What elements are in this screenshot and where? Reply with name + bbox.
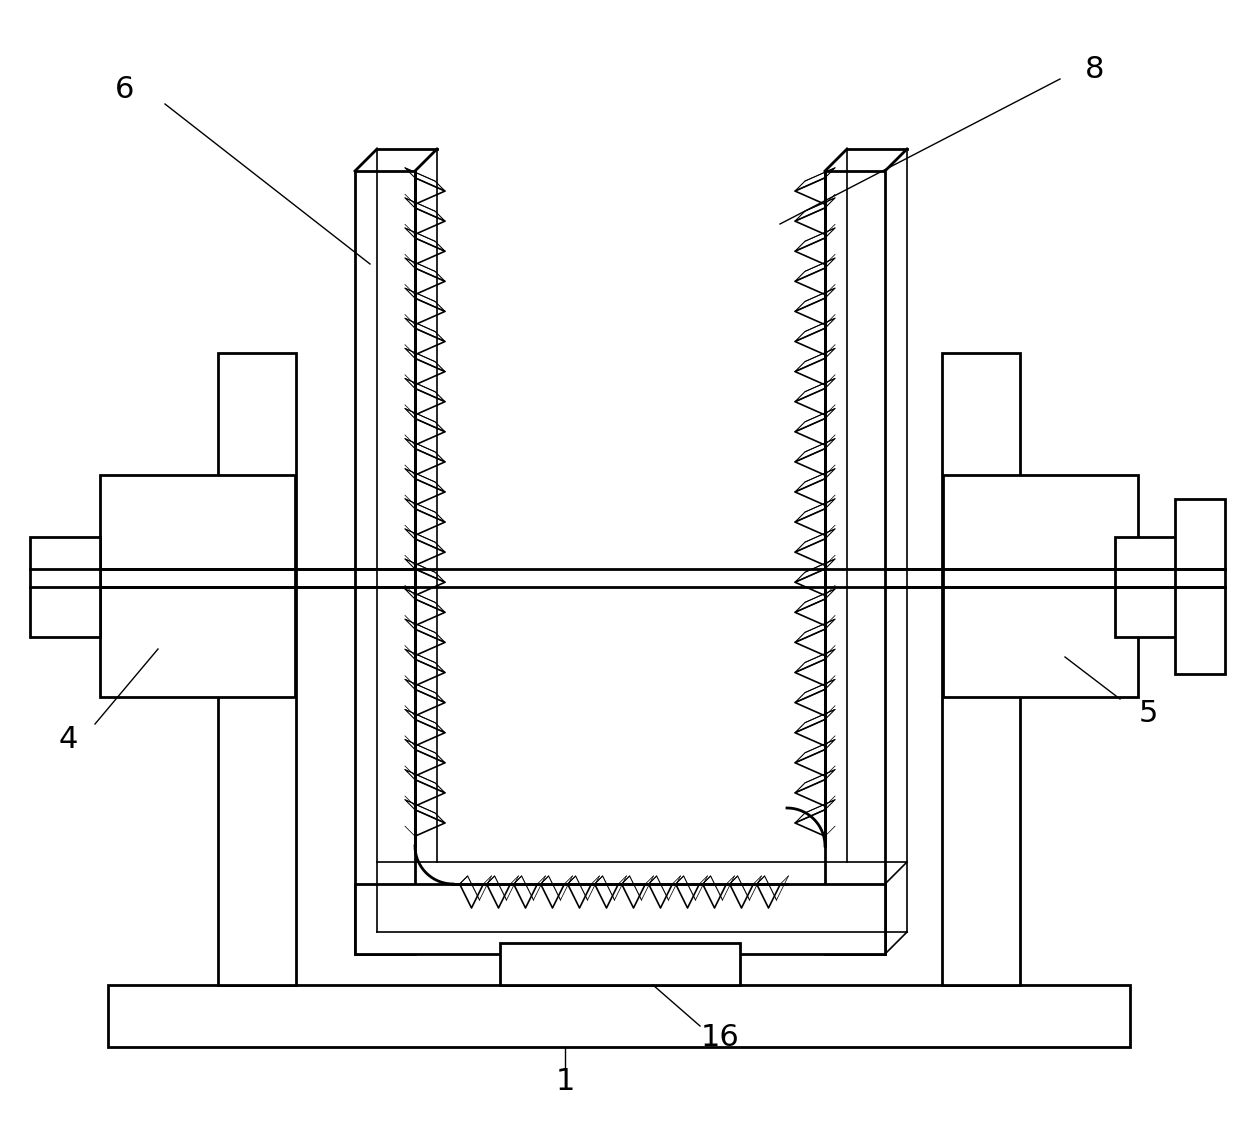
Bar — [100, 475, 295, 697]
Bar — [1115, 537, 1210, 637]
Bar — [218, 353, 296, 984]
Bar — [108, 984, 1130, 1047]
Text: 8: 8 — [1085, 54, 1105, 84]
Text: 5: 5 — [1138, 700, 1158, 728]
Text: 1: 1 — [556, 1068, 574, 1096]
Bar — [942, 475, 1138, 697]
Bar — [355, 170, 415, 954]
Bar — [825, 170, 885, 954]
Bar — [942, 353, 1021, 984]
Text: 16: 16 — [701, 1023, 739, 1051]
Bar — [355, 884, 885, 954]
Text: 4: 4 — [58, 725, 78, 753]
Bar — [30, 537, 100, 637]
Bar — [1176, 499, 1225, 674]
Bar — [500, 943, 740, 984]
Text: 6: 6 — [115, 75, 135, 104]
